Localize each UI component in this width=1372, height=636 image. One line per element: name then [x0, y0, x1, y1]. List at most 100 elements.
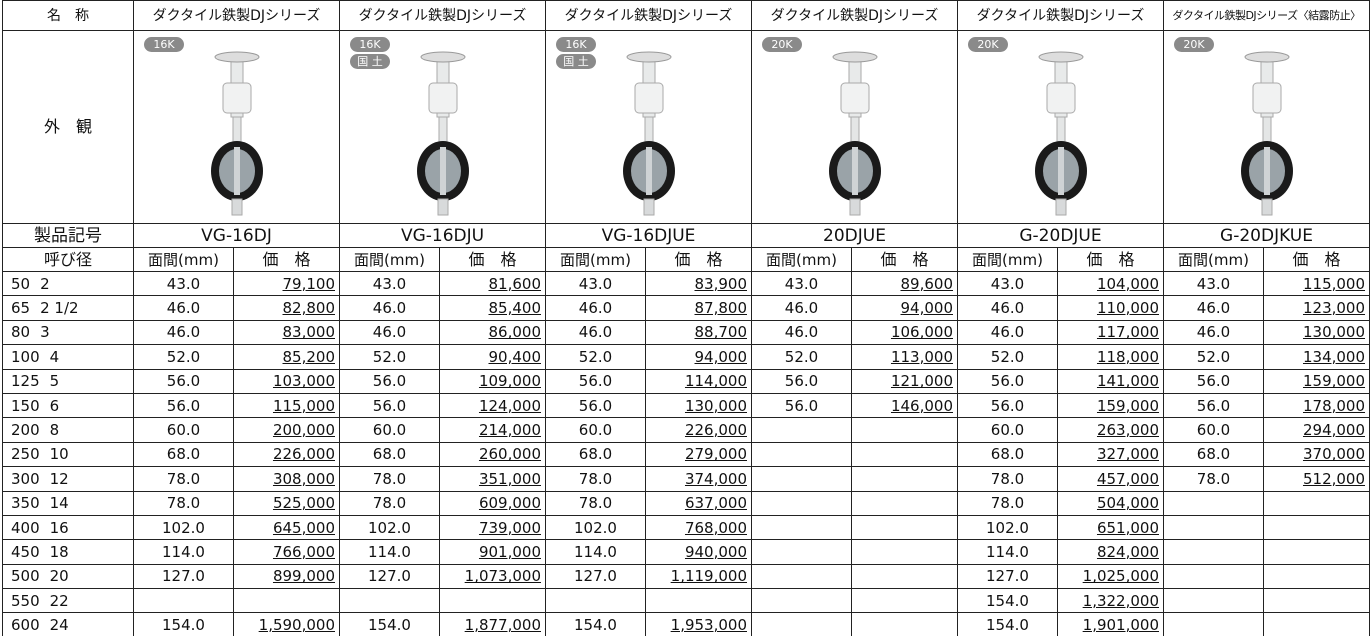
price-value: 901,000 — [478, 542, 541, 561]
face-cell — [751, 466, 852, 492]
model-code: VG-16DJU — [339, 223, 546, 248]
face-cell: 68.0 — [545, 441, 646, 468]
price-cell: 1,025,000 — [1057, 563, 1164, 590]
face-cell — [751, 417, 852, 443]
valve-image — [210, 51, 263, 216]
price-value: 85,200 — [282, 347, 336, 366]
price-value: 824,000 — [1096, 542, 1159, 561]
face-cell: 46.0 — [133, 295, 234, 321]
face-cell — [133, 588, 234, 614]
price-cell: 200,000 — [233, 417, 340, 443]
size-mm: 250 — [11, 445, 40, 464]
price-value: 374,000 — [684, 469, 747, 488]
price-value: 940,000 — [684, 542, 747, 561]
face-cell: 60.0 — [545, 417, 646, 443]
price-cell: 525,000 — [233, 490, 340, 516]
face-cell: 114.0 — [133, 539, 234, 565]
face-header: 面間(mm) — [545, 247, 646, 272]
price-cell: 824,000 — [1057, 539, 1164, 565]
header-cell: 名 称 — [2, 0, 134, 31]
face-cell: 102.0 — [545, 514, 646, 541]
size-inch: 20 — [49, 567, 69, 586]
face-cell: 56.0 — [957, 368, 1058, 394]
price-value: 104,000 — [1096, 274, 1159, 293]
face-cell: 56.0 — [1163, 392, 1264, 419]
price-cell: 226,000 — [233, 441, 340, 468]
series-name: ダクタイル鉄製DJシリーズ — [751, 0, 958, 31]
face-header: 面間(mm) — [339, 247, 440, 272]
face-cell: 46.0 — [339, 319, 440, 346]
price-cell — [1262, 612, 1371, 636]
face-cell: 56.0 — [1163, 368, 1264, 394]
price-value: 159,000 — [1096, 396, 1159, 415]
price-cell: 645,000 — [233, 514, 340, 541]
badge: 16K — [556, 37, 596, 52]
face-cell: 56.0 — [133, 392, 234, 419]
price-value: 457,000 — [1096, 469, 1159, 488]
price-cell: 88,700 — [645, 319, 752, 346]
face-cell: 78.0 — [133, 490, 234, 516]
face-cell: 102.0 — [339, 514, 440, 541]
price-cell: 351,000 — [439, 466, 546, 492]
price-value: 308,000 — [272, 469, 335, 488]
price-cell: 940,000 — [645, 539, 752, 565]
price-value: 899,000 — [272, 567, 335, 586]
price-value: 82,800 — [282, 299, 336, 318]
face-cell: 56.0 — [751, 392, 852, 419]
size-inch: 3 — [40, 323, 50, 342]
appearance-cell: 20K — [751, 30, 958, 224]
appearance-cell: 16K 国 土 — [339, 30, 546, 224]
price-value: 504,000 — [1096, 494, 1159, 513]
face-cell: 56.0 — [133, 368, 234, 394]
price-value: 651,000 — [1096, 518, 1159, 537]
price-cell: 104,000 — [1057, 270, 1164, 297]
price-header: 価 格 — [851, 247, 958, 272]
face-cell: 52.0 — [957, 344, 1058, 370]
price-header: 価 格 — [645, 247, 752, 272]
face-cell: 78.0 — [339, 490, 440, 516]
face-cell: 68.0 — [957, 441, 1058, 468]
face-cell — [751, 563, 852, 590]
face-header: 面間(mm) — [957, 247, 1058, 272]
size-cell: 250 10 — [2, 441, 134, 468]
price-value: 178,000 — [1302, 396, 1366, 415]
price-value: 645,000 — [272, 518, 335, 537]
size-inch: 24 — [49, 616, 69, 635]
price-value: 609,000 — [478, 494, 541, 513]
price-value: 134,000 — [1302, 347, 1366, 366]
face-cell: 52.0 — [339, 344, 440, 370]
price-value: 214,000 — [478, 421, 541, 440]
price-cell: 1,901,000 — [1057, 612, 1164, 636]
price-cell: 83,000 — [233, 319, 340, 346]
price-cell: 159,000 — [1057, 392, 1164, 419]
price-cell: 130,000 — [1262, 319, 1371, 346]
badge: 20K — [968, 37, 1008, 52]
size-inch: 12 — [49, 469, 69, 488]
price-cell: 146,000 — [851, 392, 958, 419]
face-cell: 78.0 — [957, 466, 1058, 492]
size-cell: 450 18 — [2, 539, 134, 565]
face-cell: 43.0 — [339, 270, 440, 297]
price-value: 768,000 — [684, 518, 747, 537]
badge: 20K — [1174, 37, 1214, 52]
price-cell: 83,900 — [645, 270, 752, 297]
price-cell: 214,000 — [439, 417, 546, 443]
price-value: 766,000 — [272, 542, 335, 561]
face-cell — [1163, 612, 1264, 636]
table-row: 150 6 56.0 115,000 56.0 124,000 56.0 130,000 56.… — [2, 392, 1371, 419]
price-value: 113,000 — [890, 347, 953, 366]
table-row: 550 22 154.0 1,322,000 — [2, 588, 1371, 614]
badges: 16K 国 土 — [556, 37, 596, 71]
price-cell — [851, 514, 958, 541]
face-cell — [1163, 563, 1264, 590]
price-cell: 1,590,000 — [233, 612, 340, 636]
face-cell: 60.0 — [133, 417, 234, 443]
series-name: ダクタイル鉄製DJシリーズ — [957, 0, 1164, 31]
size-inch: 16 — [49, 518, 69, 537]
price-value: 94,000 — [694, 347, 748, 366]
price-cell: 79,100 — [233, 270, 340, 297]
price-value: 263,000 — [1096, 421, 1159, 440]
price-cell: 651,000 — [1057, 514, 1164, 541]
face-cell: 43.0 — [545, 270, 646, 297]
price-value: 141,000 — [1096, 372, 1159, 391]
